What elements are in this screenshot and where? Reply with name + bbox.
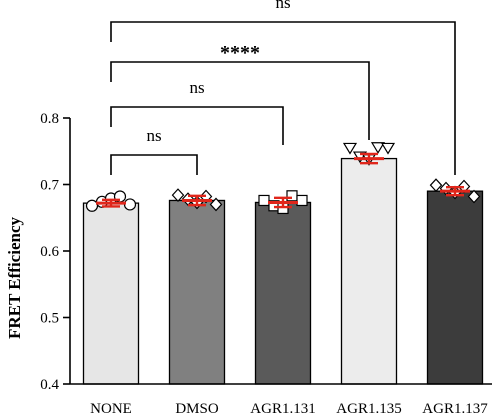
bar-agr1-135	[340, 157, 398, 385]
y-axis-title: FRET Efficiency	[5, 217, 24, 339]
x-axis: NONE DMSO AGR1.131 AGR1.135 AGR1.137	[70, 383, 492, 417]
bar-dmso	[168, 199, 226, 385]
data-point	[171, 188, 185, 203]
significance-label: ns	[189, 78, 204, 97]
bar-agr1-137	[426, 190, 484, 385]
y-tick-label: 0.4	[40, 377, 59, 393]
significance-label: ****	[220, 42, 260, 64]
bars	[82, 157, 484, 385]
data-point	[342, 142, 358, 155]
data-point	[85, 199, 99, 212]
x-tick-label: AGR1.135	[336, 401, 401, 417]
significance-bracket	[110, 21, 456, 175]
significance-label: ns	[146, 126, 161, 145]
data-point	[123, 198, 137, 211]
y-tick-label: 0.7	[40, 178, 59, 194]
y-tick-label: 0.8	[40, 111, 59, 127]
data-point	[380, 142, 396, 155]
significance-brackets: ns ns **** ns	[110, 0, 456, 175]
significance-label: ns	[275, 0, 290, 12]
data-point	[467, 189, 481, 204]
y-tick-label: 0.6	[40, 244, 59, 260]
x-tick-label: NONE	[90, 401, 132, 417]
y-tick-label: 0.5	[40, 311, 59, 327]
x-tick-label: DMSO	[175, 401, 219, 417]
data-point	[296, 194, 308, 207]
data-point	[258, 194, 270, 207]
data-point	[370, 142, 386, 154]
y-axis: 0.4 0.5 0.6 0.7 0.8	[40, 111, 71, 393]
significance-bracket	[110, 106, 284, 145]
bar-agr1-131	[254, 201, 312, 385]
bar-none	[82, 202, 140, 385]
data-point	[286, 190, 298, 202]
data-point	[209, 197, 223, 212]
data-point	[429, 178, 443, 193]
error-bars	[96, 152, 470, 209]
significance-bracket	[110, 61, 370, 140]
x-tick-label: AGR1.131	[250, 401, 315, 417]
x-tick-label: AGR1.137	[422, 401, 488, 417]
significance-bracket	[110, 154, 198, 175]
